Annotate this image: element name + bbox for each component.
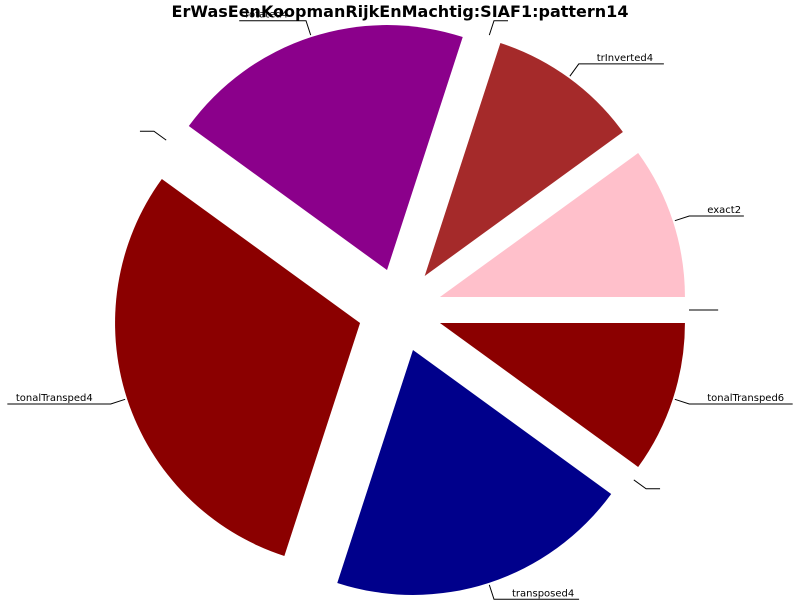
leader-line <box>239 20 312 36</box>
pie-slice-transposed4 <box>337 349 612 595</box>
pie-slice-tonalTransped4 <box>115 178 361 556</box>
slice-label: transposed4 <box>512 588 574 599</box>
leader-line <box>488 20 508 36</box>
slice-label: rotated4 <box>245 10 288 21</box>
slice-label: trInverted4 <box>597 53 653 64</box>
slice-label: tonalTransped6 <box>707 393 784 404</box>
pie-slice-rotated4 <box>188 25 463 271</box>
leader-line <box>674 215 744 222</box>
leader-line <box>488 584 580 600</box>
pie-slice-tonalTransped6 <box>439 322 685 467</box>
leader-line <box>674 398 793 405</box>
chart-title: ErWasEenKoopmanRijkEnMachtig:SIAF1:patte… <box>171 2 629 21</box>
leader-line <box>569 63 664 77</box>
leader-line <box>633 479 661 490</box>
slice-label: tonalTransped4 <box>16 393 93 404</box>
pie-slice-trInverted4 <box>424 43 623 277</box>
pie-labels: exact2 trInverted4 rotated4 tonalTransped4 t… <box>7 10 793 600</box>
leader-line <box>7 398 126 405</box>
pie-slice-exact2 <box>439 153 685 298</box>
pie-slices <box>115 25 685 595</box>
leader-line <box>139 130 167 141</box>
slice-label: exact2 <box>707 205 741 216</box>
